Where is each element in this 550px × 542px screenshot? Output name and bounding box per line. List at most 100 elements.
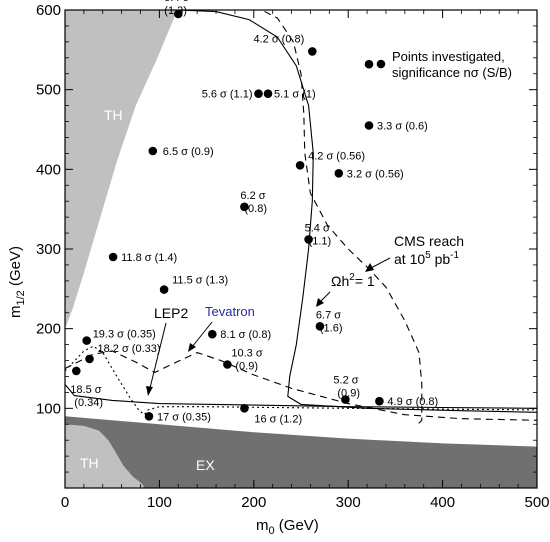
- point-label: 18.5 σ: [70, 384, 101, 396]
- tevatron-arrowhead: [188, 343, 196, 352]
- y-tick-label: 100: [36, 400, 61, 417]
- omega-h2-contour: [178, 10, 537, 413]
- tevatron-label: Tevatron: [205, 304, 255, 319]
- y-tick-label: 200: [36, 321, 61, 338]
- data-point: [295, 161, 305, 170]
- data-point: [375, 396, 384, 406]
- data-point: [254, 89, 263, 98]
- x-tick-label: 500: [524, 494, 549, 511]
- point-label-ratio: (0.9): [337, 388, 360, 400]
- data-point: [85, 354, 94, 364]
- x-tick-labels: 0 100 200 300 400 500: [61, 494, 550, 511]
- data-point: [223, 360, 232, 369]
- data-point: [174, 9, 183, 19]
- point-label-ratio: (1.6): [320, 322, 343, 334]
- point-label: 16 σ (1.2): [254, 413, 302, 425]
- data-point: [148, 146, 158, 156]
- x-tick-label: 300: [336, 494, 361, 511]
- point-label: 4.9 σ (0.8): [387, 396, 438, 408]
- th-top-label: TH: [104, 107, 123, 123]
- ex-region: [65, 416, 537, 488]
- x-tick-label: 200: [241, 494, 266, 511]
- data-point: [334, 169, 344, 178]
- th-region-bottom: [65, 424, 145, 488]
- cms-reach-line1: CMS reach: [394, 233, 464, 249]
- y-tick-label: 500: [36, 82, 61, 99]
- lep2-contour: [65, 345, 537, 416]
- point-label-ratio: (0.8): [244, 203, 267, 215]
- x-axis-title: m0 (GeV): [256, 517, 319, 537]
- x-tick-label: 0: [61, 494, 69, 511]
- y-tick-label: 300: [36, 241, 61, 258]
- point-label: 4.2 σ (0.56): [308, 150, 365, 162]
- tevatron-arrow: [191, 321, 213, 348]
- y-tick-labels: 100 200 300 400 500 600: [36, 2, 61, 417]
- legend-marker: [376, 59, 386, 69]
- y-tick-label: 400: [36, 161, 61, 178]
- lep2-label: LEP2: [154, 305, 188, 321]
- point-label: 5.6 σ (1.1): [202, 89, 253, 101]
- data-point: [82, 336, 91, 345]
- data-point: [240, 404, 249, 413]
- data-point: [308, 47, 317, 56]
- point-label-ratio: (1.3): [164, 5, 187, 17]
- shaded-regions: [65, 10, 537, 488]
- contour-curves: [65, 10, 537, 427]
- point-label: 10.3 σ: [231, 348, 262, 360]
- point-label: 5.4 σ: [164, 0, 189, 4]
- cms-reach-contour: [260, 10, 423, 427]
- lep2-arrowhead: [146, 386, 153, 396]
- point-label: 6.2 σ: [240, 190, 265, 202]
- data-point: [159, 285, 169, 294]
- point-label: 3.3 σ (0.6): [377, 121, 428, 133]
- cms-arrowhead: [365, 263, 374, 272]
- point-label-ratio: (1.1): [309, 235, 332, 247]
- point-label: 17 σ (0.35): [157, 411, 211, 423]
- data-point: [240, 202, 249, 212]
- x-tick-label: 400: [430, 494, 455, 511]
- point-label: 5.1 σ (1): [274, 89, 316, 101]
- data-point: [364, 121, 374, 130]
- omega-arrow: [319, 291, 331, 303]
- legend-line-2: significance nσ (S/B): [392, 65, 512, 80]
- point-label: 6.5 σ (0.9): [163, 146, 214, 158]
- data-point: [315, 322, 325, 331]
- omega-label: Ωh2= 1: [331, 272, 375, 289]
- tevatron-contour: [65, 350, 537, 421]
- axis-ticks: [64, 9, 538, 488]
- data-point: [341, 395, 350, 404]
- point-label: 8.1 σ (0.8): [220, 329, 271, 341]
- point-label: 6.7 σ: [316, 309, 341, 321]
- cms-reach-line2: at 105 pb-1: [394, 250, 460, 267]
- point-label: 18.2 σ (0.33): [98, 343, 161, 355]
- omega-arrowhead: [316, 298, 324, 307]
- point-label-ratio: (0.9): [235, 361, 258, 373]
- lep2-arrow: [149, 322, 167, 389]
- data-point: [364, 59, 374, 69]
- y-axis-title: m1/2 (GeV): [7, 246, 27, 318]
- point-label: 11.8 σ (1.4): [121, 252, 177, 264]
- data-points: 5.4 σ(1.3)4.2 σ (0.8)5.6 σ (1.1)5.1 σ (1…: [70, 0, 438, 425]
- legend-line-1: Points investigated,: [392, 49, 505, 64]
- ex-label: EX: [196, 457, 215, 473]
- point-label-ratio: (0.34): [74, 397, 103, 409]
- point-label: 5.4 σ: [305, 222, 330, 234]
- data-point: [72, 366, 81, 376]
- x-tick-label: 100: [147, 494, 172, 511]
- allowed-boundary-contour: [65, 384, 537, 409]
- point-label: 5.2 σ: [333, 375, 358, 387]
- cms-arrow: [370, 257, 391, 269]
- th-region-top: [65, 10, 178, 329]
- data-point: [263, 89, 273, 98]
- point-label: 3.2 σ (0.56): [347, 168, 404, 180]
- y-tick-label: 600: [36, 2, 61, 19]
- th-bottom-label: TH: [80, 455, 99, 471]
- data-point: [208, 329, 217, 339]
- point-label: 4.2 σ (0.8): [253, 33, 304, 45]
- data-point: [108, 252, 118, 262]
- point-label: 19.3 σ (0.35): [93, 329, 156, 341]
- data-point: [144, 412, 154, 421]
- point-label: 11.5 σ (1.3): [172, 275, 228, 287]
- data-point: [304, 235, 313, 244]
